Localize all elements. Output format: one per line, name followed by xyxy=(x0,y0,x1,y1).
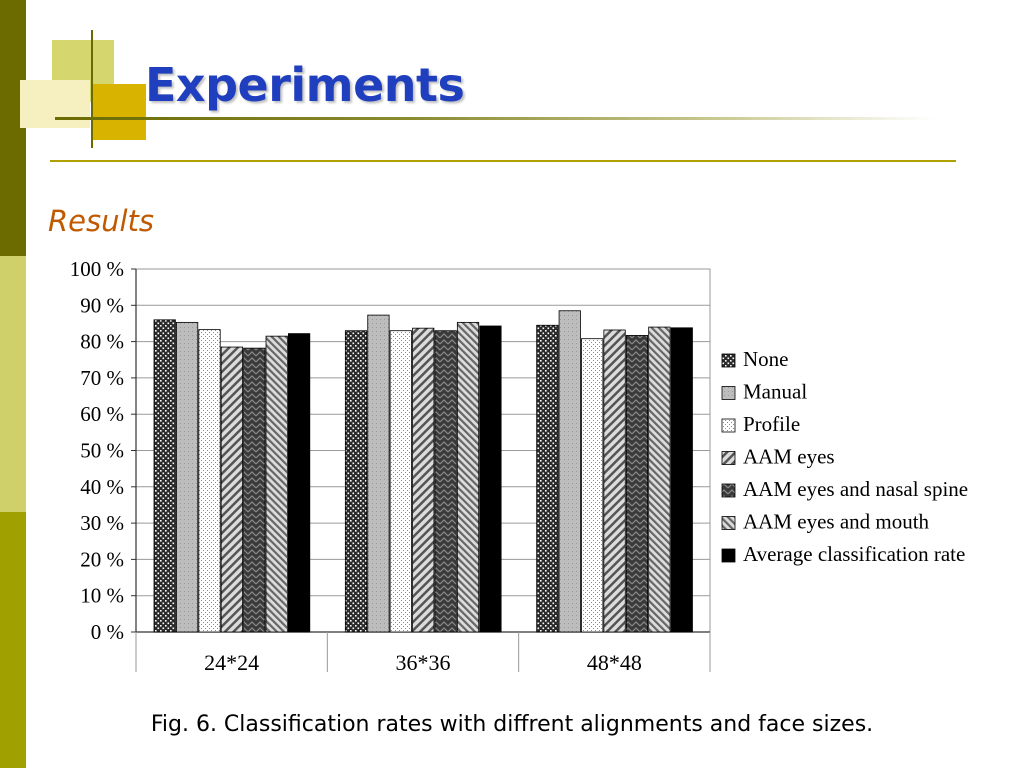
bar-manual-24*24 xyxy=(175,321,199,633)
legend-swatch xyxy=(721,386,736,400)
legend-label: AAM eyes and mouth xyxy=(743,510,930,534)
header-rule xyxy=(50,160,956,162)
y-tick-label: 0 % xyxy=(91,620,124,644)
y-tick-label: 70 % xyxy=(80,366,124,390)
y-tick-label: 10 % xyxy=(80,584,124,608)
bar-aam-eyes-and-nasal-spine-36*36 xyxy=(434,330,457,633)
tick-layer: 0 % 10 % 20 % 30 % 40 % 50 % 60 % 70 % 80 % 90 % 1… xyxy=(70,257,124,644)
bar-none-48*48 xyxy=(536,324,559,633)
bar-aam-eyes-and-mouth-36*36 xyxy=(456,321,480,633)
y-tick-label: 30 % xyxy=(80,511,124,535)
legend-swatch xyxy=(721,548,736,563)
category-layer: 24*24 36*36 48*48 xyxy=(135,632,711,675)
left-bar-bottom xyxy=(0,512,26,768)
legend-swatch xyxy=(721,451,736,465)
bar-aam-eyes-and-nasal-spine-48*48 xyxy=(625,335,649,633)
decor-vertical-line xyxy=(91,30,93,148)
y-tick-label: 40 % xyxy=(80,475,124,499)
decor-square-gold xyxy=(92,84,146,140)
legend-swatch xyxy=(721,516,736,530)
bar-average-classification-rate-24*24 xyxy=(287,333,311,633)
left-bar-middle xyxy=(0,256,26,512)
bar-manual-36*36 xyxy=(367,314,390,633)
bar-none-24*24 xyxy=(153,319,176,633)
legend-label: AAM eyes xyxy=(743,445,835,469)
decor-square-cream xyxy=(20,80,90,128)
legend-label: Profile xyxy=(743,412,800,436)
figure-caption: Fig. 6. Classification rates with diffre… xyxy=(150,712,874,737)
bar-aam-eyes-and-mouth-48*48 xyxy=(648,326,671,633)
bar-profile-36*36 xyxy=(389,330,412,633)
title-underline xyxy=(55,117,935,120)
y-tick-label: 50 % xyxy=(80,439,124,463)
y-tick-label: 100 % xyxy=(70,257,124,281)
y-tick-label: 60 % xyxy=(80,402,124,426)
y-tick-label: 90 % xyxy=(80,293,124,317)
y-tick-label: 80 % xyxy=(80,330,124,354)
bar-none-36*36 xyxy=(344,330,368,633)
bar-manual-48*48 xyxy=(558,310,581,633)
bar-average-classification-rate-36*36 xyxy=(479,325,502,633)
bar-layer xyxy=(153,310,693,633)
bar-aam-eyes-and-nasal-spine-24*24 xyxy=(243,347,266,633)
bar-aam-eyes-and-mouth-24*24 xyxy=(265,335,288,633)
bar-chart: 0 % 10 % 20 % 30 % 40 % 50 % 60 % 70 % 80 % 90 % 1… xyxy=(70,257,968,675)
x-category-label: 36*36 xyxy=(396,650,451,675)
legend-swatch xyxy=(721,483,736,498)
legend-label: AAM eyes and nasal spine xyxy=(743,477,968,501)
bar-aam-eyes-48*48 xyxy=(603,329,626,633)
slide-title: Experiments xyxy=(145,58,465,112)
legend-label: None xyxy=(743,347,789,371)
y-tick-label: 20 % xyxy=(80,547,124,571)
legend-swatch xyxy=(721,418,736,433)
slide-subtitle: Results xyxy=(48,204,155,238)
legend-label: Manual xyxy=(743,380,807,404)
bar-average-classification-rate-48*48 xyxy=(670,327,693,633)
bar-profile-24*24 xyxy=(198,329,221,633)
legend-swatch xyxy=(721,353,736,368)
left-bar-top xyxy=(0,0,26,256)
legend: None Manual Profile AAM eyes AAM eyes and na… xyxy=(721,347,968,566)
x-category-label: 24*24 xyxy=(204,650,259,675)
bar-aam-eyes-24*24 xyxy=(220,346,243,633)
bar-aam-eyes-36*36 xyxy=(412,327,435,633)
x-category-label: 48*48 xyxy=(587,650,642,675)
legend-label: Average classification rate xyxy=(743,542,965,566)
bar-profile-48*48 xyxy=(581,338,604,633)
